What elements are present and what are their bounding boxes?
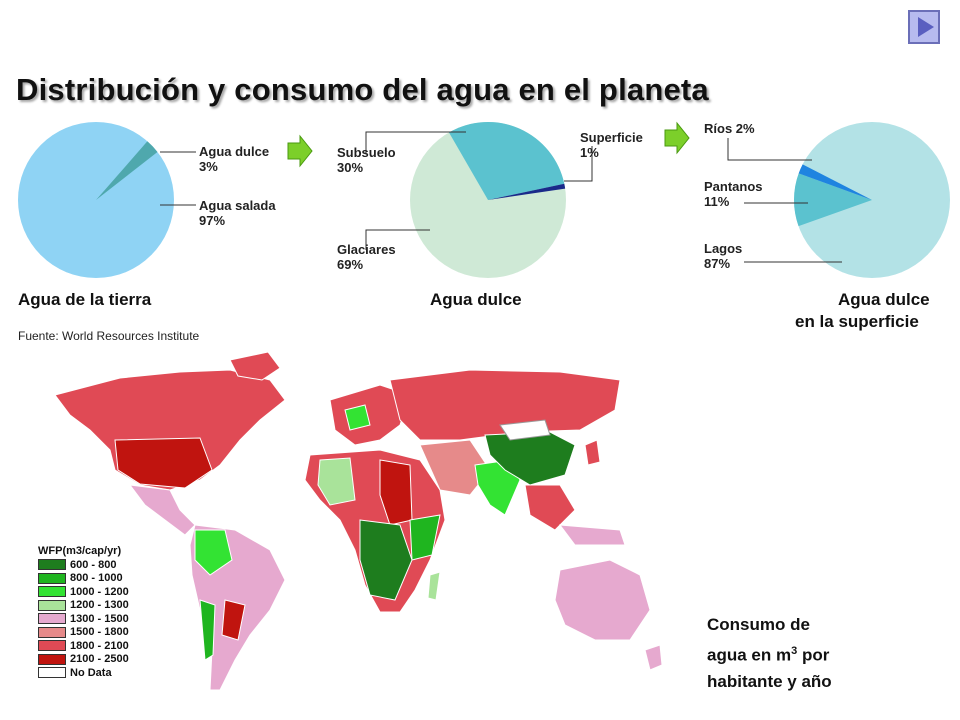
map-china bbox=[484, 431, 576, 486]
map-east-africa bbox=[409, 514, 441, 561]
pie1-caption: Agua de la tierra bbox=[18, 290, 152, 309]
legend-range-label: 1500 - 1800 bbox=[70, 626, 129, 639]
legend-swatch bbox=[38, 559, 66, 571]
pie3-label-pantanos: Pantanos 11% bbox=[704, 179, 763, 209]
pie1-label-agua-salada: Agua salada 97% bbox=[199, 198, 276, 228]
pie1-slice-agua-dulce bbox=[96, 141, 158, 200]
next-slide-button[interactable] bbox=[908, 10, 940, 44]
legend-swatch bbox=[38, 626, 66, 638]
map-new-zealand bbox=[644, 644, 663, 671]
source-note: Fuente: World Resources Institute bbox=[18, 329, 200, 343]
consumo-line1: Consumo de bbox=[707, 615, 810, 634]
green-arrow-icon bbox=[664, 121, 690, 155]
map-africa-nw bbox=[317, 457, 356, 506]
legend-range-label: 800 - 1000 bbox=[70, 572, 123, 585]
legend-row: 600 - 800 bbox=[38, 558, 163, 572]
green-arrow-icon bbox=[287, 134, 313, 168]
legend-swatch bbox=[38, 572, 66, 584]
legend-row: 1300 - 1500 bbox=[38, 612, 163, 626]
pie2-slice-subsuelo bbox=[449, 121, 565, 200]
pie2-label-superficie: Superficie 1% bbox=[580, 130, 643, 160]
legend-row: 2100 - 2500 bbox=[38, 653, 163, 667]
legend-range-label: No Data bbox=[70, 666, 112, 679]
pie2-label-glaciares: Glaciares 69% bbox=[337, 242, 396, 272]
map-japan bbox=[584, 439, 601, 466]
consumo-line2: agua en m3 por bbox=[707, 645, 830, 665]
map-indonesia bbox=[558, 524, 626, 546]
legend-range-label: 2100 - 2500 bbox=[70, 653, 129, 666]
legend-swatch bbox=[38, 640, 66, 652]
legend-swatch bbox=[38, 653, 66, 665]
map-argentina-north bbox=[221, 599, 246, 641]
legend-range-label: 1000 - 1200 bbox=[70, 585, 129, 598]
consumo-caption: Consumo de agua en m3 por habitante y añ… bbox=[707, 612, 917, 695]
map-usa bbox=[114, 437, 213, 489]
legend-row: 1500 - 1800 bbox=[38, 626, 163, 640]
map-chile bbox=[199, 599, 216, 661]
page-title: Distribución y consumo del agua en el pl… bbox=[16, 72, 709, 107]
pie-agua-dulce-superficie bbox=[727, 122, 950, 278]
pie3-caption-line1: Agua dulce bbox=[838, 290, 930, 309]
legend-row: 1800 - 2100 bbox=[38, 639, 163, 653]
legend-row: No Data bbox=[38, 666, 163, 680]
legend-range-label: 600 - 800 bbox=[70, 558, 117, 571]
map-madagascar bbox=[427, 571, 441, 601]
legend-range-label: 1300 - 1500 bbox=[70, 612, 129, 625]
map-sudan bbox=[379, 459, 413, 526]
map-russia bbox=[389, 369, 621, 441]
map-australia bbox=[554, 559, 651, 641]
pie2-caption: Agua dulce bbox=[430, 290, 522, 309]
pie2-slice-superficie bbox=[488, 183, 566, 200]
map-mexico bbox=[128, 484, 196, 536]
legend-range-label: 1200 - 1300 bbox=[70, 599, 129, 612]
legend-swatch bbox=[38, 667, 66, 679]
map-central-africa bbox=[359, 519, 413, 601]
pie3-slice-rios bbox=[798, 164, 872, 200]
map-europe-green bbox=[344, 404, 371, 431]
legend-row: 1000 - 1200 bbox=[38, 585, 163, 599]
consumo-line3: habitante y año bbox=[707, 671, 832, 691]
legend-swatch bbox=[38, 599, 66, 611]
map-sa-north bbox=[194, 529, 233, 576]
pie2-label-subsuelo: Subsuelo 30% bbox=[337, 145, 396, 175]
pie3-slice-pantanos bbox=[794, 173, 872, 227]
map-legend: WFP(m3/cap/yr) 600 - 800 800 - 1000 1000 -… bbox=[38, 545, 163, 680]
pie3-label-lagos: Lagos 87% bbox=[704, 241, 743, 271]
pie3-caption-line2: en la superficie bbox=[795, 312, 919, 331]
map-mongolia bbox=[499, 419, 551, 441]
map-greenland bbox=[229, 351, 281, 381]
legend-swatch bbox=[38, 586, 66, 598]
pie-agua-de-la-tierra bbox=[18, 122, 196, 278]
legend-swatch bbox=[38, 613, 66, 625]
play-triangle-icon bbox=[918, 17, 934, 37]
map-southeast-asia bbox=[524, 484, 576, 531]
legend-row: 800 - 1000 bbox=[38, 572, 163, 586]
pie1-label-agua-dulce: Agua dulce 3% bbox=[199, 144, 270, 174]
legend-title: WFP(m3/cap/yr) bbox=[38, 545, 122, 557]
world-water-footprint-map bbox=[54, 351, 663, 691]
pie-agua-dulce bbox=[365, 121, 593, 278]
pie3-label-rios: Ríos 2% bbox=[704, 121, 755, 136]
legend-row: 1200 - 1300 bbox=[38, 599, 163, 613]
map-north-america bbox=[54, 369, 286, 491]
legend-range-label: 1800 - 2100 bbox=[70, 639, 129, 652]
